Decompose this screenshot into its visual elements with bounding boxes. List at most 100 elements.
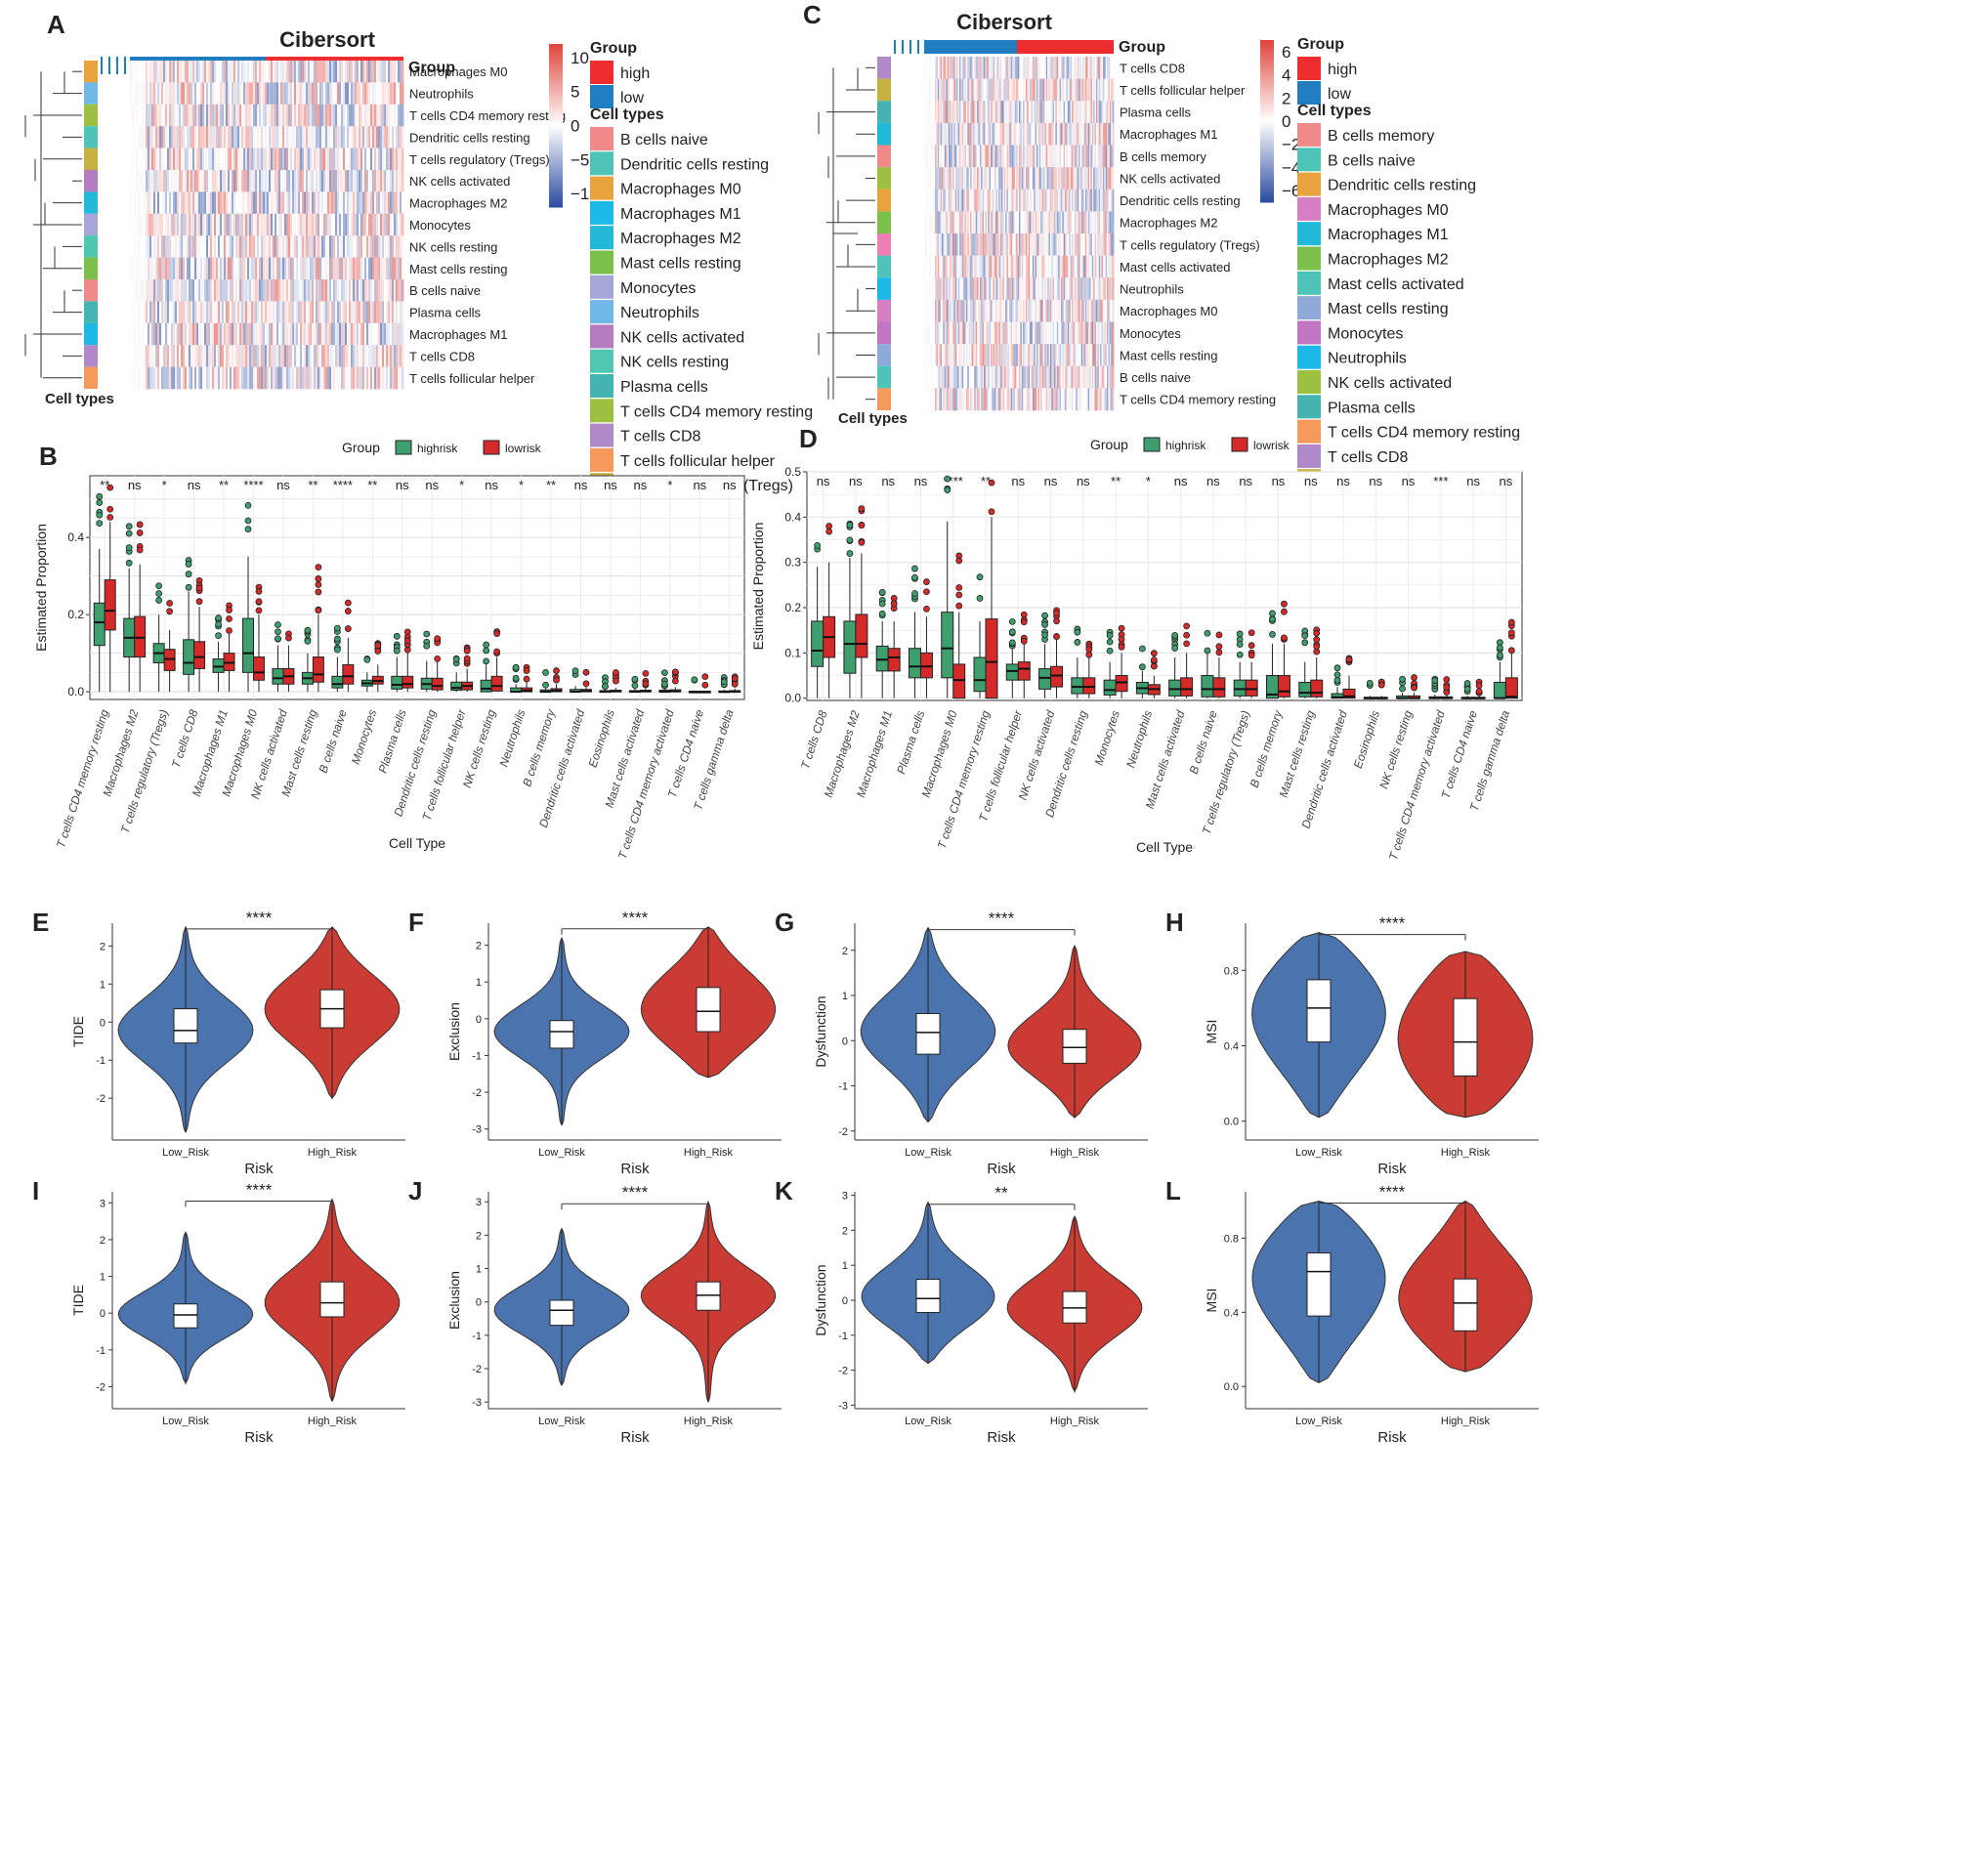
heat-cell — [345, 345, 348, 367]
heat-cell — [964, 122, 967, 146]
heat-cell — [263, 148, 266, 171]
heat-cell — [1067, 365, 1070, 389]
heat-cell — [232, 366, 234, 390]
heat-cell — [165, 322, 168, 346]
heat-cell — [157, 126, 160, 148]
heat-cell — [1041, 189, 1044, 212]
heat-cell — [333, 148, 336, 171]
heat-cell — [261, 104, 264, 127]
heat-cell — [255, 366, 258, 390]
heat-cell — [1031, 211, 1034, 234]
heat-cell — [275, 213, 277, 236]
heat-cell — [983, 101, 986, 124]
heat-cell — [224, 126, 227, 148]
heat-cell — [396, 61, 399, 83]
heat-cell — [382, 345, 385, 367]
heat-cell — [1048, 167, 1051, 190]
y-tick-label: 0.2 — [67, 608, 84, 621]
heat-cell — [1006, 189, 1009, 212]
heat-cell — [1069, 78, 1072, 102]
heat-cell — [169, 301, 172, 324]
heat-cell — [1056, 145, 1059, 168]
heat-cell — [971, 145, 974, 168]
heat-cell — [132, 213, 135, 236]
outlier-point — [215, 620, 222, 628]
heat-cell — [1040, 167, 1042, 190]
heat-cell — [967, 122, 970, 146]
heat-cell — [183, 301, 186, 324]
heat-cell — [1084, 388, 1087, 411]
heat-cell — [392, 170, 395, 192]
heat-cell — [327, 301, 330, 324]
heat-cell — [1056, 57, 1059, 79]
heat-cell — [971, 78, 974, 102]
colorbar-segment — [1260, 62, 1274, 65]
heat-cell — [177, 366, 180, 390]
heat-cell — [196, 104, 199, 127]
heat-cell — [989, 388, 992, 411]
heat-cell — [284, 170, 287, 192]
heat-cell — [1063, 57, 1066, 79]
heat-cell — [136, 257, 139, 280]
heat-cell — [1102, 145, 1105, 168]
heat-cell — [1083, 233, 1086, 256]
heat-cell — [364, 257, 367, 280]
heat-cell — [982, 122, 985, 146]
heat-cell — [953, 344, 956, 367]
heat-cell — [1060, 299, 1063, 322]
heat-cell — [196, 126, 199, 148]
heat-cell — [961, 277, 964, 301]
heat-cell — [953, 101, 956, 124]
heat-cell — [276, 191, 279, 215]
heat-cell — [220, 61, 223, 83]
heat-cell — [1024, 57, 1027, 79]
heat-cell — [153, 170, 156, 192]
heat-cell — [327, 170, 330, 192]
heat-cell — [149, 213, 152, 236]
heat-cell — [946, 233, 948, 256]
heat-cell — [333, 170, 336, 192]
heat-cell — [271, 322, 274, 346]
heat-cell — [996, 277, 999, 301]
heat-cell — [251, 301, 254, 324]
heat-cell — [319, 279, 322, 302]
heat-cell — [981, 145, 983, 168]
heat-cell — [286, 322, 289, 346]
heat-cell — [1082, 233, 1084, 256]
heat-cell — [237, 301, 240, 324]
heat-cell — [161, 126, 164, 148]
colorbar-segment — [1260, 109, 1274, 114]
heat-cell — [359, 148, 361, 171]
heat-cell — [1038, 211, 1041, 234]
heat-cell — [979, 255, 982, 278]
heat-cell — [192, 170, 195, 192]
legend-swatch — [590, 61, 613, 84]
heat-cell — [390, 61, 393, 83]
heat-cell — [224, 235, 227, 258]
heat-cell — [1097, 57, 1100, 79]
colorbar-segment — [1260, 178, 1274, 182]
heat-cell — [1027, 101, 1030, 124]
heat-cell — [400, 104, 402, 127]
heat-cell — [357, 301, 360, 324]
heat-cell — [1048, 145, 1051, 168]
heat-cell — [1066, 167, 1069, 190]
heat-cell — [1069, 189, 1072, 212]
heat-cell — [985, 255, 988, 278]
heat-cell — [187, 257, 190, 280]
heat-cell — [257, 279, 260, 302]
heat-cell — [1017, 299, 1020, 322]
heat-cell — [1041, 145, 1044, 168]
heat-cell — [263, 279, 266, 302]
heat-cell — [204, 148, 207, 171]
heat-cell — [1037, 299, 1040, 322]
heat-cell — [974, 299, 977, 322]
row-annotation-cell — [877, 255, 891, 278]
heat-cell — [1058, 299, 1060, 322]
heat-cell — [944, 321, 947, 345]
colorbar-segment — [1260, 175, 1274, 179]
colorbar-segment — [549, 81, 563, 86]
heat-cell — [251, 235, 254, 258]
heat-cell — [1019, 299, 1021, 322]
heat-cell — [189, 301, 191, 324]
